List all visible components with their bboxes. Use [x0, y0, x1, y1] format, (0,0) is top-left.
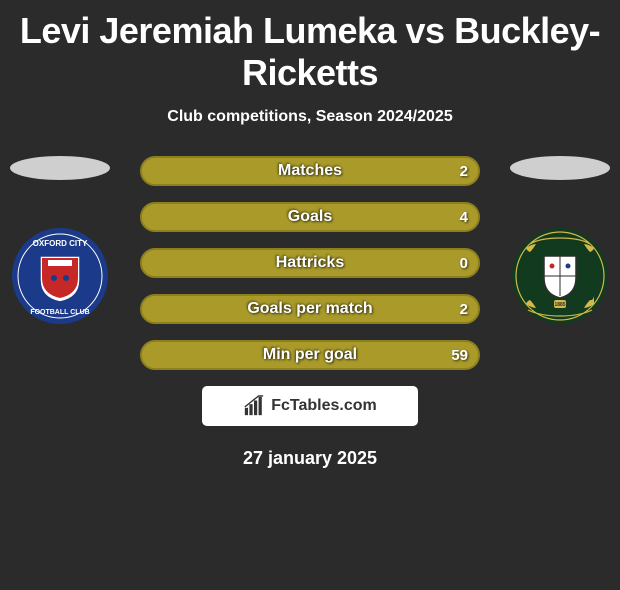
stat-row-min-per-goal: Min per goal 59 [140, 340, 480, 370]
bar-value: 2 [460, 156, 468, 186]
bar-label: Goals per match [140, 294, 480, 324]
bar-value: 59 [451, 340, 468, 370]
subtitle: Club competitions, Season 2024/2025 [0, 108, 620, 126]
player-left-marker [10, 156, 110, 180]
stat-bars: Matches 2 Goals 4 Hattricks 0 Goals per … [140, 156, 480, 370]
player-right-marker [510, 156, 610, 180]
comparison-area: OXFORD CITY FOOTBALL CLUB [0, 156, 620, 469]
stat-row-goals-per-match: Goals per match 2 [140, 294, 480, 324]
stat-row-hattricks: Hattricks 0 [140, 248, 480, 278]
bar-value: 2 [460, 294, 468, 324]
club-badge-right-icon: 1885 [510, 226, 610, 326]
club-badge-right: 1885 [510, 226, 610, 326]
brand-badge[interactable]: FcTables.com [202, 386, 418, 426]
bar-label: Goals [140, 202, 480, 232]
bar-value: 4 [460, 202, 468, 232]
club-badge-left: OXFORD CITY FOOTBALL CLUB [10, 226, 110, 326]
bar-label: Hattricks [140, 248, 480, 278]
date-text: 27 january 2025 [0, 448, 620, 469]
svg-text:FOOTBALL CLUB: FOOTBALL CLUB [30, 309, 89, 316]
bar-chart-icon [243, 395, 265, 417]
svg-text:1885: 1885 [554, 302, 565, 308]
bar-label: Matches [140, 156, 480, 186]
svg-text:OXFORD CITY: OXFORD CITY [33, 239, 88, 248]
page-title: Levi Jeremiah Lumeka vs Buckley-Ricketts [0, 10, 620, 94]
stat-row-goals: Goals 4 [140, 202, 480, 232]
club-badge-left-icon: OXFORD CITY FOOTBALL CLUB [10, 226, 110, 326]
brand-text: FcTables.com [271, 397, 377, 415]
bar-label: Min per goal [140, 340, 480, 370]
bar-value: 0 [460, 248, 468, 278]
stat-row-matches: Matches 2 [140, 156, 480, 186]
